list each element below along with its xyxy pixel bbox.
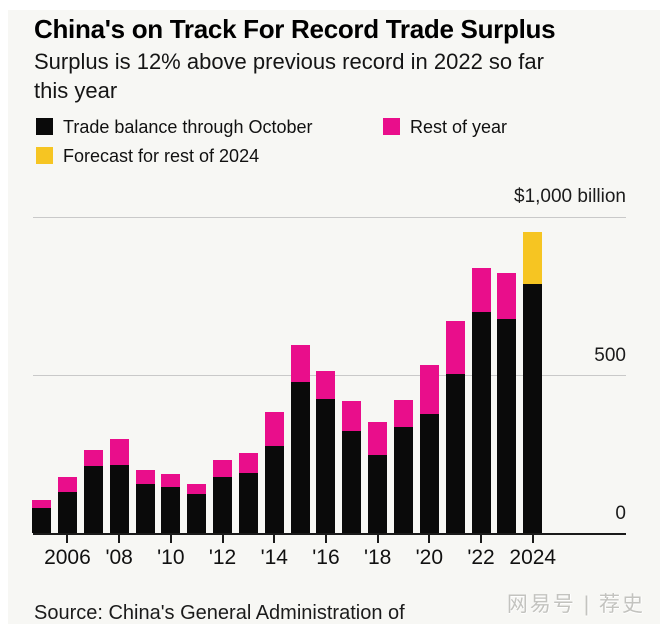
bar-segment xyxy=(57,476,77,493)
bar-segment xyxy=(394,427,413,533)
legend-label: Forecast for rest of 2024 xyxy=(63,146,260,166)
legend-label: Rest of year xyxy=(410,117,508,137)
bar-segment xyxy=(316,399,336,533)
bar-segment xyxy=(238,472,258,533)
bar-segment xyxy=(523,284,543,533)
bar-segment xyxy=(213,477,233,533)
x-tick xyxy=(531,535,534,543)
bar-segment xyxy=(471,311,491,533)
watermark: 网易号 | 荐史 xyxy=(506,593,645,616)
x-tick-label-2024: 2024 xyxy=(509,546,557,569)
bar-segment xyxy=(83,450,103,467)
bar-segment xyxy=(394,399,413,428)
x-tick-label-2006: 2006 xyxy=(44,546,91,569)
bar-segment xyxy=(187,494,207,533)
bar-segment xyxy=(316,371,336,400)
x-tick-label-14: '14 xyxy=(260,546,288,569)
bar-segment xyxy=(32,500,52,509)
bar-segment xyxy=(57,492,77,533)
bar-2010 xyxy=(161,474,181,533)
legend-label: Trade balance through October xyxy=(63,117,313,137)
bar-2019 xyxy=(394,399,413,533)
x-tick xyxy=(221,535,224,543)
bar-segment xyxy=(264,411,284,447)
pink-swatch-icon xyxy=(383,118,400,135)
x-tick xyxy=(480,535,483,543)
bar-segment xyxy=(342,430,362,533)
bar-2006 xyxy=(57,476,77,533)
x-tick-label-22: '22 xyxy=(467,546,495,569)
bar-2012 xyxy=(213,459,233,533)
bar-segment xyxy=(419,364,439,414)
bar-2011 xyxy=(187,483,207,533)
x-tick-label-18: '18 xyxy=(363,546,392,569)
bar-2008 xyxy=(109,439,129,533)
x-tick xyxy=(169,535,172,543)
bar-segment xyxy=(187,483,207,495)
bar-2014 xyxy=(264,411,284,533)
bar-2020 xyxy=(419,364,439,533)
bar-2013 xyxy=(238,452,258,533)
bar-segment xyxy=(161,486,181,533)
bar-segment xyxy=(238,452,258,473)
bar-segment xyxy=(213,459,233,478)
bar-segment xyxy=(264,446,284,533)
bar-segment xyxy=(109,465,129,533)
x-tick-label-12: '12 xyxy=(208,546,237,569)
bar-2016 xyxy=(316,371,336,533)
y-tick-label-500: 500 xyxy=(594,345,626,366)
bar-segment xyxy=(523,231,543,285)
bar-2018 xyxy=(368,421,388,533)
x-tick-label-08: '08 xyxy=(105,546,133,569)
x-tick xyxy=(428,535,431,543)
x-tick-label-10: '10 xyxy=(157,546,185,569)
bar-segment xyxy=(135,470,155,484)
bar-segment xyxy=(109,439,129,466)
bar-segment xyxy=(135,483,155,533)
plot-area xyxy=(32,217,626,535)
black-swatch-icon xyxy=(36,118,53,135)
source-credit: Source: China's General Administration o… xyxy=(34,602,405,624)
bar-2009 xyxy=(135,470,155,533)
bar-segment xyxy=(497,273,517,320)
yellow-swatch-icon xyxy=(36,147,53,164)
bar-segment xyxy=(445,374,465,533)
bar-2007 xyxy=(83,450,103,533)
bar-segment xyxy=(368,421,388,456)
x-tick xyxy=(273,535,276,543)
bar-segment xyxy=(161,474,181,487)
bar-segment xyxy=(419,413,439,533)
subtitle: Surplus is 12% above previous record in … xyxy=(34,49,544,103)
bar-segment xyxy=(342,400,362,431)
y-tick-label-0: 0 xyxy=(615,503,626,524)
bar-segment xyxy=(445,320,465,375)
bar-2024 xyxy=(523,231,543,533)
x-tick xyxy=(66,535,69,543)
bar-segment xyxy=(368,455,388,533)
bar-segment xyxy=(290,382,310,533)
bar-2017 xyxy=(342,400,362,533)
bar-segment xyxy=(32,508,52,533)
x-tick xyxy=(376,535,379,543)
bar-2022 xyxy=(471,267,491,533)
x-tick-label-20: '20 xyxy=(415,546,444,569)
x-tick xyxy=(118,535,121,543)
bar-2023 xyxy=(497,273,517,533)
page-title: China's on Track For Record Trade Surplu… xyxy=(34,14,556,44)
y-axis-unit-label: $1,000 billion xyxy=(514,186,626,207)
page-left-margin xyxy=(0,0,8,624)
x-tick-label-16: '16 xyxy=(312,546,340,569)
bar-segment xyxy=(497,319,517,533)
bar-2005 xyxy=(32,500,52,533)
bar-2015 xyxy=(290,345,310,533)
bar-segment xyxy=(471,267,491,312)
page-top-margin xyxy=(0,0,660,10)
bar-segment xyxy=(290,345,310,383)
x-tick xyxy=(324,535,327,543)
bar-2021 xyxy=(445,320,465,533)
gridline-1000 xyxy=(33,217,626,218)
bar-segment xyxy=(83,466,103,533)
